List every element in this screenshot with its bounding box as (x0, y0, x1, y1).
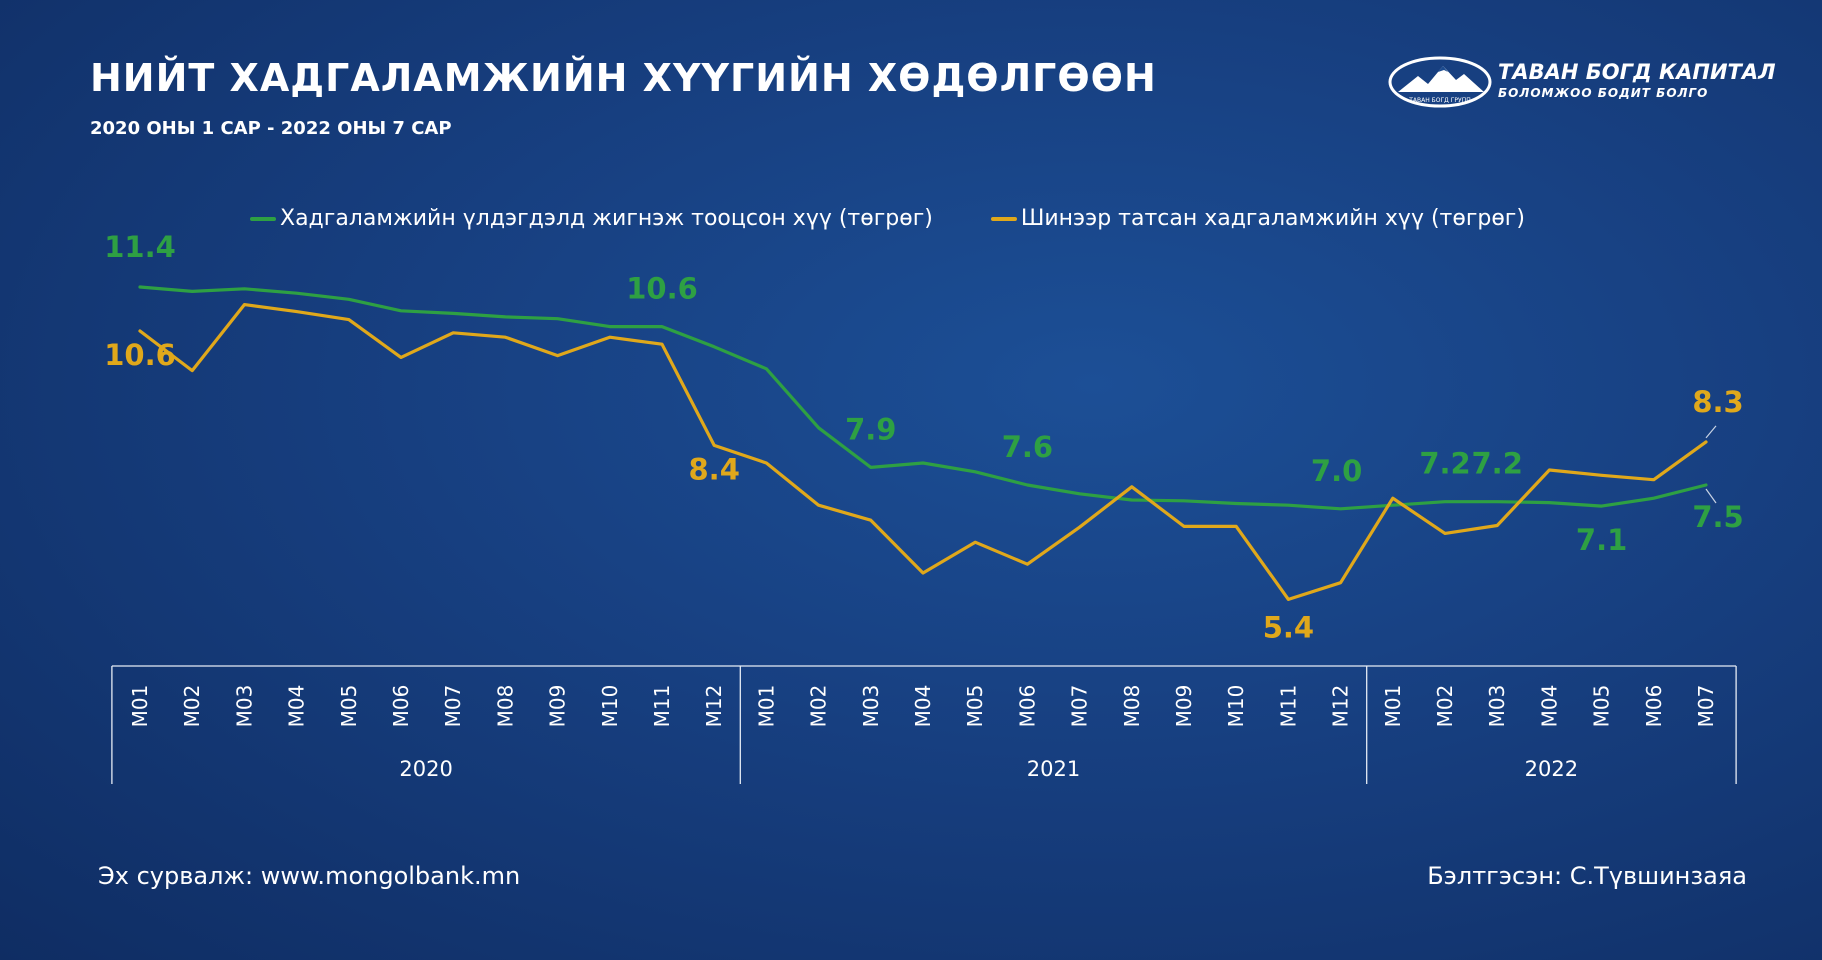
tick-label-17: M06 (1015, 685, 1039, 728)
data-label-0-30: 7.5 (1692, 500, 1743, 534)
group-label-1: 2021 (1027, 757, 1080, 781)
series-line-0 (138, 285, 1708, 511)
tick-label-11: M12 (702, 685, 726, 728)
tick-label-9: M10 (598, 685, 622, 728)
series-line-1 (138, 303, 1708, 602)
logo-slogan: БОЛОМЖОО БОДИТ БОЛГО (1498, 86, 1709, 100)
data-label-1-0: 10.6 (104, 338, 176, 372)
company-logo: ТАВАН БОГД ГРУПП ТАВАН БОГД КАПИТАЛ БОЛО… (1388, 54, 1776, 110)
chart-legend: Хадгаламжийн үлдэгдэлд жигнэж тооцсон хү… (250, 206, 1525, 231)
tick-label-6: M07 (441, 685, 465, 728)
tick-label-12: M01 (754, 685, 778, 728)
data-label-0-25: 7.2 (1419, 447, 1470, 481)
tick-label-10: M11 (650, 685, 674, 728)
group-label-0: 2020 (399, 757, 452, 781)
legend-label-gold: Шинээр татсан хадгаламжийн хүү (төгрөг) (1020, 206, 1525, 231)
legend-item-gold: Шинээр татсан хадгаламжийн хүү (төгрөг) (990, 206, 1525, 231)
tick-label-25: M02 (1433, 685, 1457, 728)
tick-label-23: M12 (1329, 685, 1353, 728)
legend-label-green: Хадгаламжийн үлдэгдэлд жигнэж тооцсон хү… (280, 206, 933, 231)
page-subtitle: 2020 ОНЫ 1 САР - 2022 ОНЫ 7 САР (90, 118, 452, 139)
tick-label-8: M09 (546, 685, 570, 728)
legend-swatch-green (250, 216, 276, 221)
tick-label-13: M02 (807, 685, 831, 728)
tick-label-15: M04 (911, 685, 935, 728)
tick-label-18: M07 (1068, 685, 1092, 728)
tick-label-27: M04 (1537, 685, 1561, 728)
data-label-0-26: 7.2 (1472, 447, 1523, 481)
data-label-1-30: 8.3 (1692, 385, 1743, 419)
tick-label-21: M10 (1224, 685, 1248, 728)
tick-label-3: M04 (285, 685, 309, 728)
tick-label-29: M06 (1642, 685, 1666, 728)
tick-label-5: M06 (389, 685, 413, 728)
label-leader-green (1705, 488, 1717, 504)
mountain-emblem-icon: ТАВАН БОГД ГРУПП (1388, 56, 1492, 108)
tick-label-0: M01 (128, 685, 152, 728)
data-label-0-10: 10.6 (626, 272, 698, 306)
tick-label-24: M01 (1381, 685, 1405, 728)
tick-label-26: M03 (1485, 685, 1509, 728)
data-label-0-17: 7.6 (1002, 430, 1053, 464)
tick-label-1: M02 (180, 685, 204, 728)
legend-item-green: Хадгаламжийн үлдэгдэлд жигнэж тооцсон хү… (250, 206, 933, 231)
logo-emblem-text: ТАВАН БОГД ГРУПП (1408, 97, 1470, 104)
tick-label-30: M07 (1694, 685, 1718, 728)
tick-label-14: M03 (859, 685, 883, 728)
logo-name: ТАВАН БОГД КАПИТАЛ (1498, 60, 1776, 84)
tick-label-16: M05 (963, 685, 987, 728)
group-label-2: 2022 (1525, 757, 1578, 781)
tick-label-19: M08 (1120, 685, 1144, 728)
data-label-1-11: 8.4 (689, 452, 740, 486)
tick-label-28: M05 (1590, 685, 1614, 728)
author-note: Бэлтгэсэн: С.Түвшинзаяа (1427, 862, 1747, 890)
legend-swatch-gold (990, 216, 1017, 221)
source-note: Эх сурвалж: www.mongolbank.mn (98, 862, 521, 890)
data-label-0-0: 11.4 (104, 230, 176, 264)
data-label-1-22: 5.4 (1263, 610, 1314, 644)
tick-label-2: M03 (232, 685, 256, 728)
tick-label-22: M11 (1276, 685, 1300, 728)
label-leader-gold (1705, 425, 1717, 439)
tick-label-4: M05 (337, 685, 361, 728)
tick-label-20: M09 (1172, 685, 1196, 728)
tick-label-7: M08 (493, 685, 517, 728)
data-label-0-23: 7.0 (1311, 454, 1362, 488)
data-label-0-14: 7.9 (845, 412, 896, 446)
page-title: НИЙТ ХАДГАЛАМЖИЙН ХҮҮГИЙН ХӨДӨЛГӨӨН (90, 56, 1157, 100)
data-label-0-28: 7.1 (1576, 523, 1627, 557)
